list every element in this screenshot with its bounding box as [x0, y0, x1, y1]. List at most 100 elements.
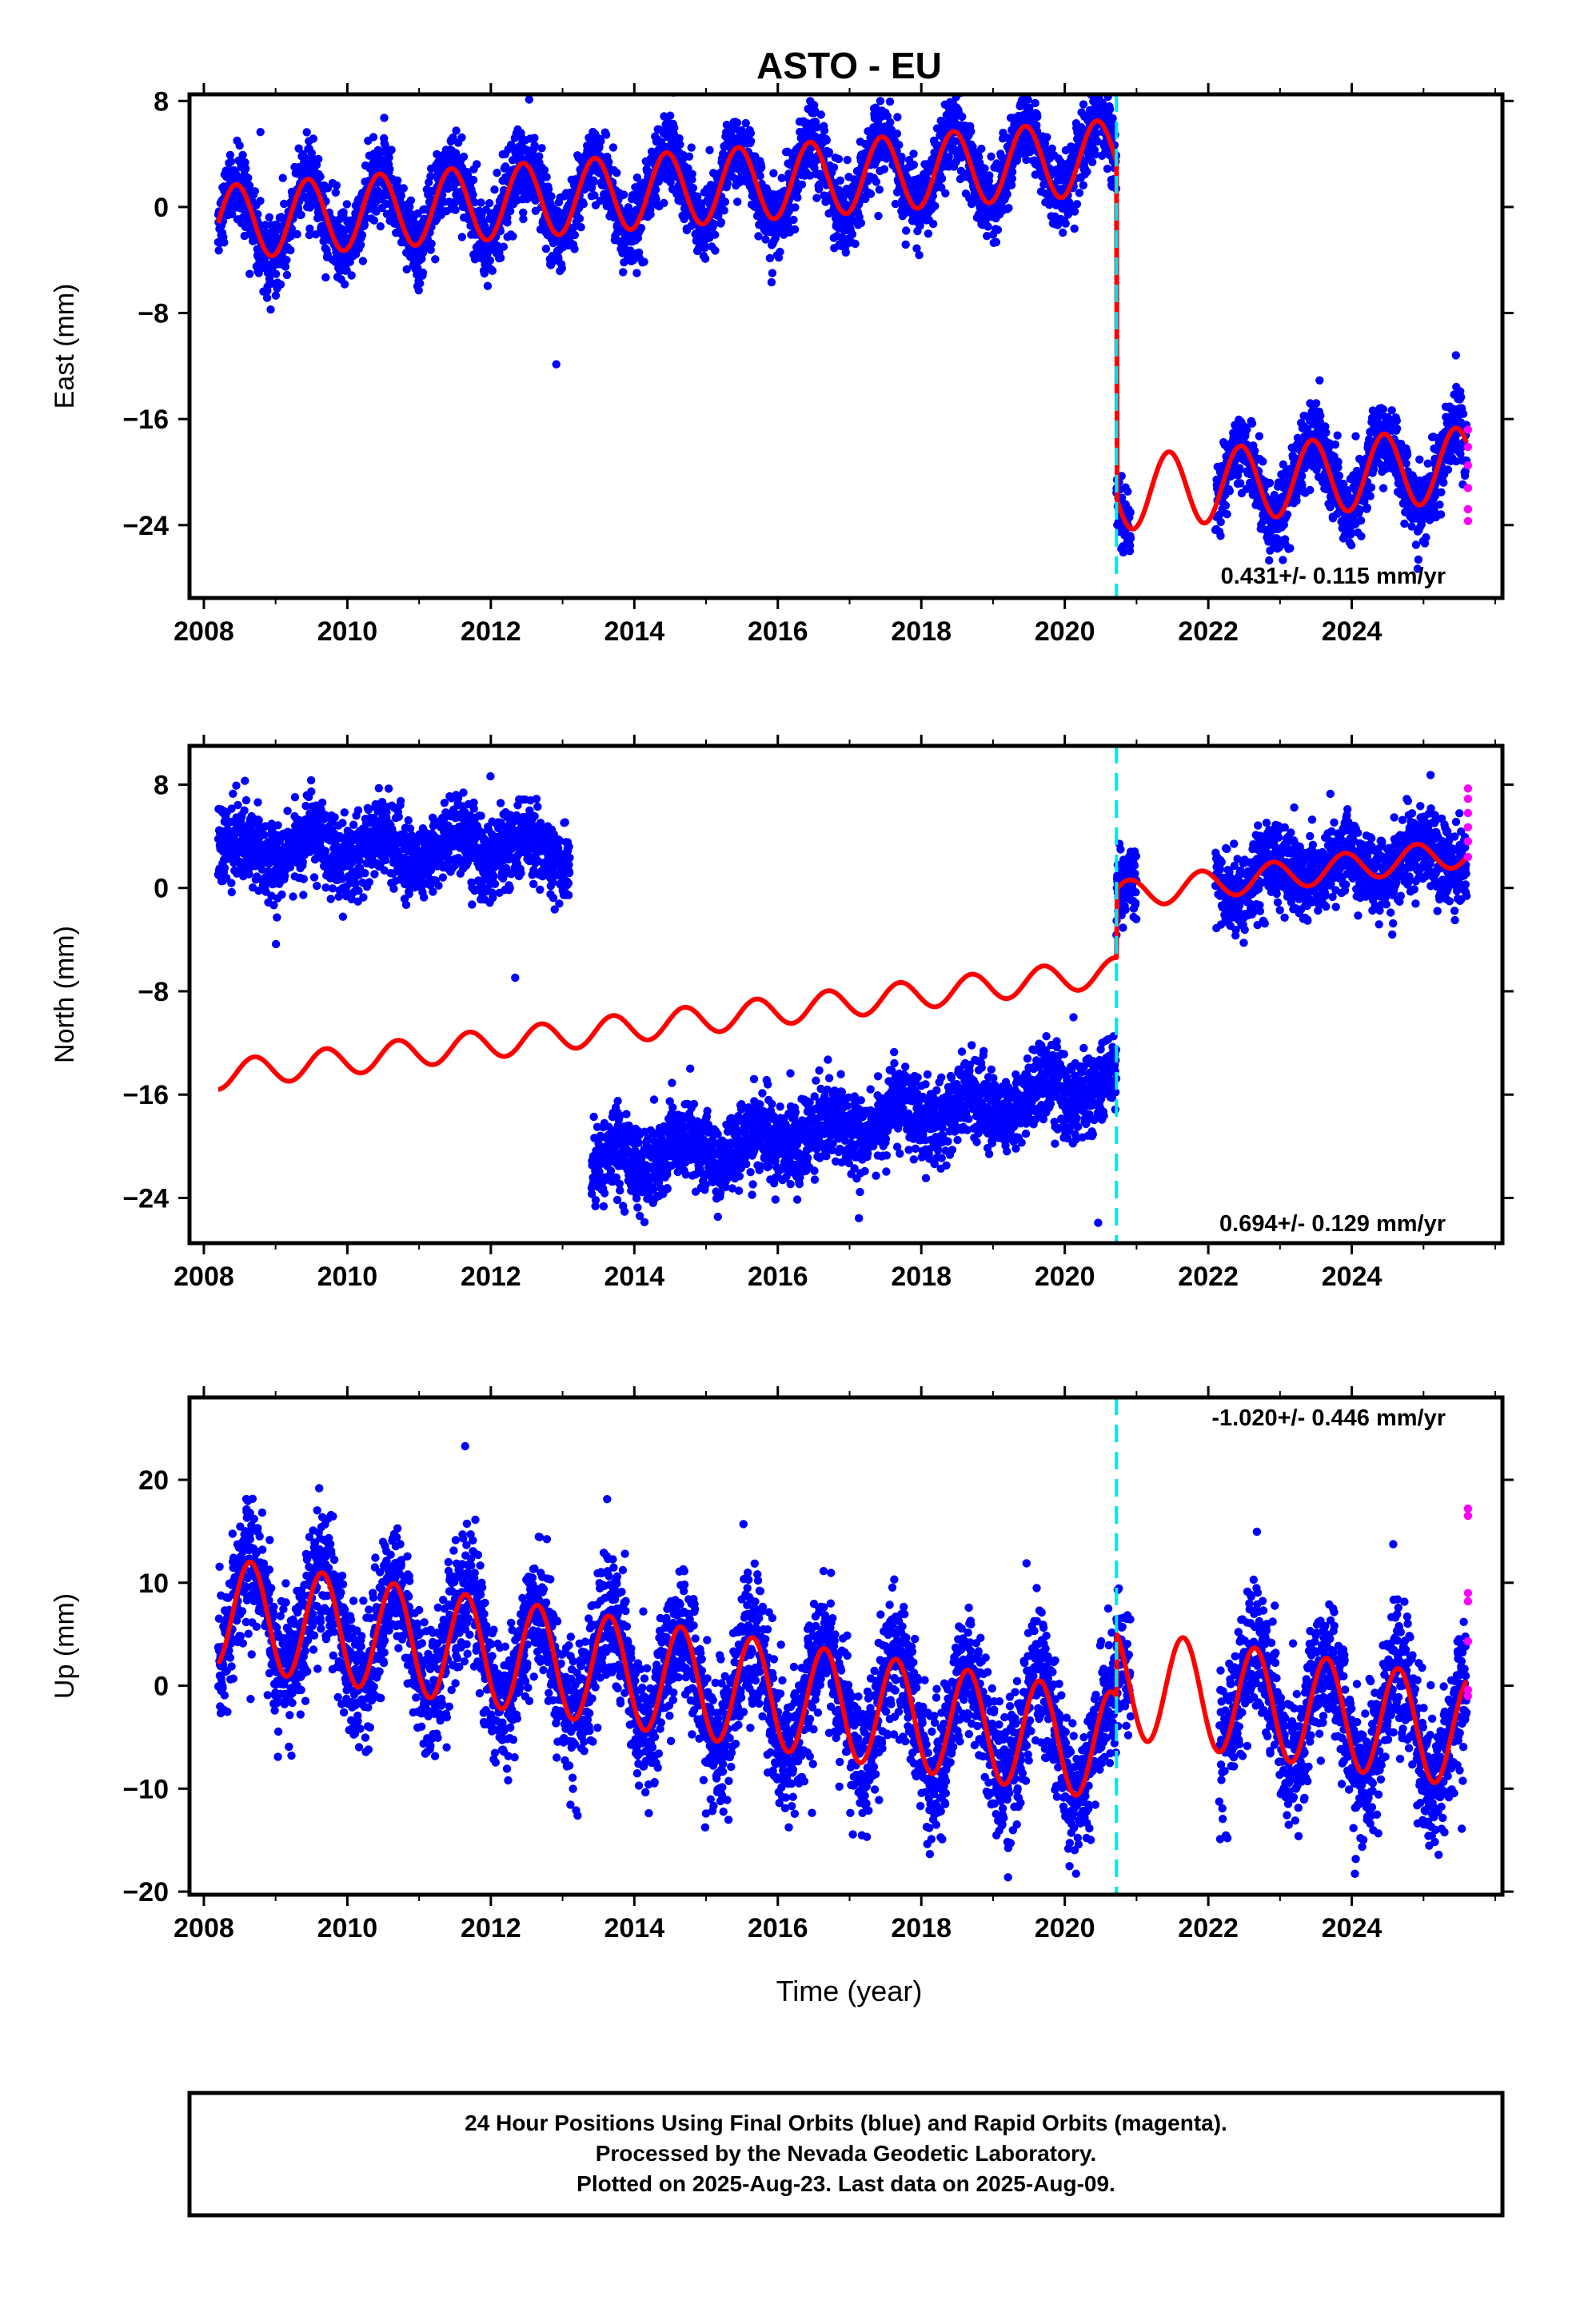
- data-point: [1367, 484, 1375, 492]
- data-point: [272, 270, 280, 278]
- data-point: [1315, 377, 1323, 385]
- data-point: [776, 248, 784, 256]
- data-point: [1331, 440, 1339, 448]
- data-point: [1347, 541, 1355, 549]
- data-point: [1322, 429, 1330, 436]
- data-point: [812, 194, 820, 202]
- data-point: [359, 257, 367, 265]
- data-point: [1292, 496, 1300, 504]
- data-point: [272, 292, 280, 300]
- data-point: [1393, 417, 1401, 425]
- data-point: [880, 165, 888, 173]
- data-point: [1103, 165, 1111, 173]
- data-point: [241, 165, 249, 173]
- data-point: [256, 197, 264, 205]
- data-point: [321, 273, 329, 281]
- data-point: [980, 165, 988, 173]
- data-point: [490, 185, 498, 193]
- data-point: [931, 202, 939, 210]
- data-point: [525, 95, 533, 103]
- data-point: [457, 134, 465, 142]
- data-point: [1089, 36, 1097, 44]
- data-point: [1334, 432, 1342, 440]
- data-point: [500, 243, 508, 251]
- data-point: [493, 169, 501, 177]
- data-point: [685, 153, 693, 161]
- data-point: [1126, 541, 1134, 549]
- data-point: [297, 211, 305, 219]
- data-point: [485, 199, 493, 207]
- data-point: [848, 230, 856, 238]
- data-point: [1379, 405, 1387, 413]
- data-point: [1099, 68, 1107, 76]
- data-point: [724, 179, 732, 187]
- data-point: [316, 173, 324, 181]
- data-point: [1033, 113, 1041, 121]
- data-point: [768, 278, 776, 286]
- data-point: [754, 232, 762, 240]
- data-point: [825, 148, 833, 156]
- data-point: [1412, 540, 1420, 548]
- data-point: [977, 145, 985, 153]
- data-point: [400, 184, 408, 192]
- data-point: [460, 153, 468, 161]
- data-point: [1083, 168, 1091, 176]
- data-point: [458, 233, 466, 241]
- data-point: [303, 128, 311, 136]
- data-point: [431, 255, 439, 263]
- data-point: [305, 225, 313, 233]
- data-point: [451, 205, 459, 213]
- data-point: [1226, 487, 1234, 495]
- data-point: [670, 124, 678, 132]
- data-point: [397, 191, 405, 199]
- data-point: [886, 118, 894, 126]
- data-point: [640, 257, 648, 265]
- data-point: [266, 305, 274, 313]
- data-point: [469, 190, 477, 198]
- data-point: [1106, 105, 1114, 113]
- data-point: [263, 293, 271, 301]
- data-point: [994, 225, 1002, 233]
- data-point: [1088, 158, 1096, 166]
- data-point: [1357, 516, 1365, 524]
- data-point: [791, 203, 799, 211]
- data-point: [910, 161, 918, 169]
- data-point: [886, 98, 894, 106]
- data-point: [227, 157, 235, 165]
- data-point: [876, 185, 884, 193]
- data-point: [768, 269, 776, 277]
- data-point: [817, 110, 825, 118]
- data-point: [604, 158, 612, 166]
- data-point: [484, 282, 492, 290]
- data-point: [589, 177, 597, 185]
- data-point: [700, 244, 708, 252]
- data-point: [547, 192, 555, 200]
- data-point: [1031, 99, 1039, 107]
- data-point: [1367, 492, 1375, 500]
- data-point: [251, 187, 259, 195]
- data-point: [1217, 518, 1225, 526]
- data-point: [385, 165, 393, 173]
- data-point: [874, 212, 882, 220]
- data-point: [1075, 189, 1083, 197]
- data-point: [519, 215, 527, 223]
- data-point: [361, 221, 369, 229]
- data-point: [530, 142, 538, 149]
- data-point: [393, 177, 401, 185]
- data-point: [895, 141, 903, 149]
- data-point: [721, 197, 729, 205]
- data-point: [369, 133, 377, 141]
- data-point: [244, 173, 252, 181]
- data-point: [938, 174, 946, 182]
- data-point: [1079, 181, 1087, 189]
- data-point: [380, 114, 388, 122]
- data-point: [1108, 114, 1116, 122]
- data-point: [793, 193, 801, 201]
- data-point: [1335, 472, 1343, 480]
- data-point: [332, 189, 340, 197]
- data-point: [530, 134, 538, 142]
- data-point: [1388, 406, 1396, 414]
- data-point: [619, 268, 627, 276]
- data-point: [1286, 544, 1294, 552]
- data-point: [742, 119, 750, 127]
